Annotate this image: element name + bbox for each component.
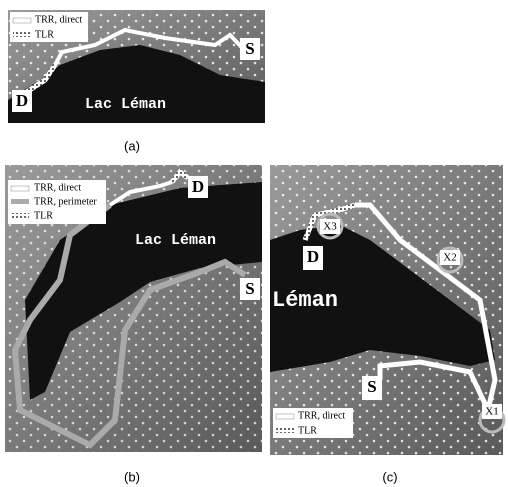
legend-label: TRR, direct <box>34 182 81 193</box>
caption: (c) <box>382 469 397 484</box>
legend-swatch <box>11 199 29 204</box>
legend-label: TRR, direct <box>35 14 82 25</box>
source-label: S <box>245 279 254 298</box>
source-label: S <box>245 39 254 58</box>
legend-swatch <box>276 428 294 433</box>
legend-label: TLR <box>298 425 317 436</box>
source-label: S <box>367 377 376 396</box>
legend-label: TRR, perimeter <box>34 196 97 207</box>
destination-label: D <box>16 91 28 110</box>
panel-a: TRR, direct TLR S D Lac Léman (a) <box>8 10 265 153</box>
legend-label: TLR <box>35 29 54 40</box>
lake-label: Lac Léman <box>135 232 216 249</box>
caption: (a) <box>124 138 140 153</box>
legend-swatch <box>276 414 294 419</box>
relay-label: X1 <box>485 406 498 418</box>
relay-label: X2 <box>443 252 456 264</box>
destination-label: D <box>307 247 319 266</box>
legend-label: TLR <box>34 210 53 221</box>
lake-label: Léman <box>272 288 338 313</box>
legend-swatch <box>11 213 29 218</box>
legend-swatch <box>11 186 29 191</box>
destination-label: D <box>192 177 204 196</box>
relay-label: X3 <box>323 221 337 233</box>
lake-label: Lac Léman <box>85 96 166 113</box>
figure: TRR, direct TLR S D Lac Léman (a) TRR, d… <box>0 0 508 487</box>
panel-b: TRR, direct TRR, perimeter TLR D S Lac L… <box>5 165 262 484</box>
legend-swatch <box>13 18 31 23</box>
caption: (b) <box>124 469 140 484</box>
panel-c: X3 X2 X1 D S Léman TRR, direct TLR (c) <box>270 165 504 484</box>
legend-label: TRR, direct <box>298 410 345 421</box>
legend-swatch <box>13 32 31 37</box>
